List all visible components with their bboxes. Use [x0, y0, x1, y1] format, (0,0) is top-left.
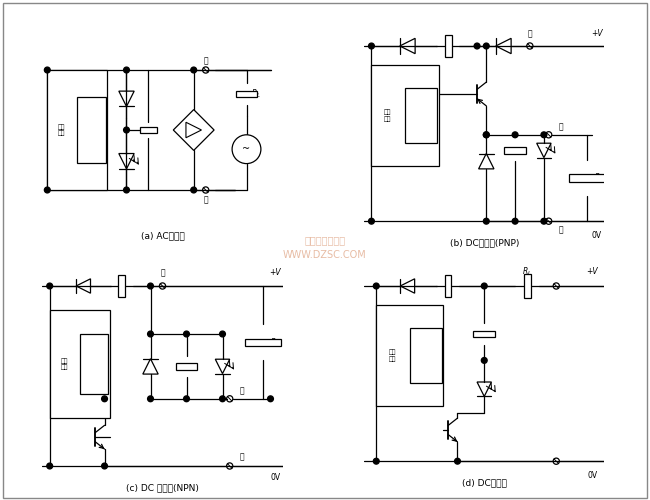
- Bar: [473, 330, 495, 338]
- Text: 0V: 0V: [592, 231, 602, 240]
- Circle shape: [512, 218, 518, 224]
- Circle shape: [484, 132, 489, 138]
- Text: $R_L$: $R_L$: [595, 172, 604, 184]
- Circle shape: [232, 135, 261, 164]
- Text: (d) DC两线型: (d) DC两线型: [462, 478, 507, 488]
- Circle shape: [220, 331, 226, 337]
- Bar: [47, 70, 107, 190]
- Circle shape: [454, 458, 460, 464]
- Bar: [49, 310, 110, 418]
- Text: 黑: 黑: [239, 452, 244, 461]
- Circle shape: [124, 187, 129, 193]
- Text: +V: +V: [270, 268, 281, 278]
- Bar: [410, 328, 442, 384]
- Bar: [80, 334, 109, 394]
- Text: +V: +V: [592, 30, 603, 38]
- Text: 主回
路: 主回 路: [417, 110, 425, 122]
- Circle shape: [512, 132, 518, 138]
- Circle shape: [191, 187, 196, 193]
- Text: 主回
路: 主回 路: [422, 350, 430, 362]
- Circle shape: [47, 283, 53, 289]
- Text: 主回
路: 主回 路: [88, 124, 96, 136]
- Circle shape: [373, 283, 379, 289]
- Circle shape: [373, 458, 379, 464]
- Bar: [376, 305, 443, 406]
- Text: 0V: 0V: [270, 474, 280, 482]
- Text: (b) DC开闭型(PNP): (b) DC开闭型(PNP): [450, 238, 519, 248]
- Bar: [77, 97, 106, 163]
- Bar: [445, 275, 452, 297]
- Text: +V: +V: [586, 267, 598, 276]
- Circle shape: [484, 132, 489, 138]
- Text: WWW.DZSC.COM: WWW.DZSC.COM: [283, 250, 367, 260]
- Text: 绿: 绿: [558, 122, 563, 131]
- Bar: [569, 174, 605, 182]
- Bar: [445, 35, 452, 57]
- Text: $R_L$: $R_L$: [251, 88, 261, 100]
- Text: $R_L$: $R_L$: [270, 336, 280, 348]
- Circle shape: [369, 43, 374, 49]
- Bar: [405, 88, 437, 144]
- Text: ~: ~: [242, 144, 250, 154]
- Circle shape: [369, 218, 374, 224]
- Text: 主回
路: 主回 路: [90, 358, 98, 370]
- Circle shape: [44, 67, 50, 73]
- Bar: [236, 90, 257, 98]
- Bar: [371, 65, 439, 166]
- Circle shape: [541, 132, 547, 138]
- Bar: [140, 126, 157, 134]
- Bar: [176, 363, 198, 370]
- Circle shape: [148, 283, 153, 289]
- Bar: [118, 275, 125, 297]
- Circle shape: [541, 218, 547, 224]
- Circle shape: [268, 396, 274, 402]
- Circle shape: [484, 218, 489, 224]
- Circle shape: [148, 396, 153, 402]
- Text: $R_L$: $R_L$: [523, 266, 532, 278]
- Circle shape: [183, 331, 189, 337]
- Text: 接近
开关: 接近 开关: [58, 124, 66, 136]
- Circle shape: [474, 43, 480, 49]
- Text: 红: 红: [528, 30, 532, 38]
- Text: 黑: 黑: [558, 225, 563, 234]
- Text: 红: 红: [203, 56, 208, 65]
- Circle shape: [220, 396, 226, 402]
- Text: 接近
开关: 接近 开关: [389, 350, 396, 362]
- Text: 0V: 0V: [587, 471, 597, 480]
- Circle shape: [484, 43, 489, 49]
- Circle shape: [482, 283, 487, 289]
- Text: 绿: 绿: [239, 386, 244, 395]
- Text: 接近
开关: 接近 开关: [60, 358, 68, 370]
- Text: 黑: 黑: [203, 195, 208, 204]
- Circle shape: [124, 127, 129, 133]
- Circle shape: [191, 67, 196, 73]
- Circle shape: [101, 396, 107, 402]
- Bar: [524, 274, 531, 298]
- Circle shape: [148, 331, 153, 337]
- Bar: [245, 339, 281, 346]
- Circle shape: [482, 358, 487, 364]
- Polygon shape: [174, 110, 214, 150]
- Circle shape: [101, 463, 107, 469]
- Text: 红: 红: [160, 268, 165, 278]
- Text: 接近
开关: 接近 开关: [384, 110, 391, 122]
- Circle shape: [183, 396, 189, 402]
- Text: (a) AC开闭型: (a) AC开闭型: [140, 231, 185, 240]
- Text: (c) DC 开闭型(NPN): (c) DC 开闭型(NPN): [126, 483, 199, 492]
- Circle shape: [44, 187, 50, 193]
- Circle shape: [47, 463, 53, 469]
- Bar: [504, 147, 526, 154]
- Circle shape: [124, 67, 129, 73]
- Text: 维库电子市场网: 维库电子市场网: [304, 235, 346, 245]
